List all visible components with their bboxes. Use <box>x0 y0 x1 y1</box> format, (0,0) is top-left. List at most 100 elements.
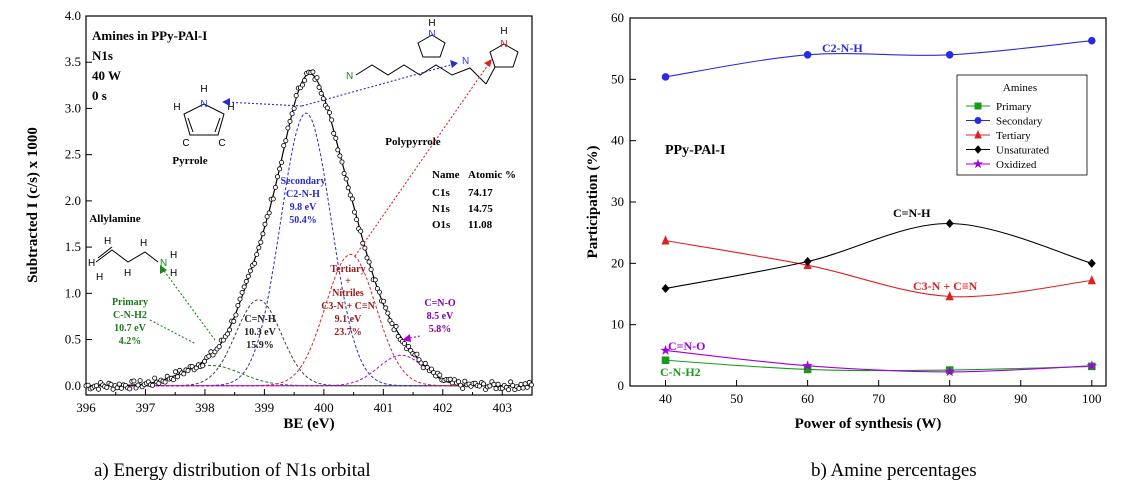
legend-label: Oxidized <box>996 159 1037 171</box>
data-point <box>358 228 364 234</box>
data-point <box>510 383 516 389</box>
data-point <box>241 284 247 290</box>
legend-items: Primary Secondary Tertiary Unsaturated Oxidi… <box>966 101 1050 171</box>
peak-label-line: C2-N-H <box>286 189 320 200</box>
data-point <box>487 383 493 389</box>
data-point <box>349 196 355 202</box>
legend-label: Unsaturated <box>996 145 1050 157</box>
molecule-labels: Pyrrole Polypyrrole Allylamine <box>89 136 440 225</box>
data-point <box>285 125 291 131</box>
atom-h: H <box>140 238 147 249</box>
peak-label-line: 10.3 eV <box>244 327 276 338</box>
data-point <box>364 255 370 261</box>
data-point <box>277 166 283 172</box>
data-point <box>324 105 330 111</box>
data-point <box>339 159 345 165</box>
data-point <box>406 343 412 349</box>
data-point <box>385 310 391 316</box>
data-point <box>170 377 176 383</box>
data-point <box>287 118 293 124</box>
data-point <box>351 209 357 215</box>
data-point <box>329 117 335 123</box>
data-point <box>476 383 482 389</box>
data-point <box>462 378 468 384</box>
data-point <box>172 369 178 375</box>
data-point <box>362 245 368 251</box>
data-point <box>516 385 522 391</box>
panel-b-plot-frame <box>629 17 1107 387</box>
data-point <box>314 75 320 81</box>
x-tick-label: 399 <box>255 400 275 415</box>
leader-primary-curve <box>149 319 197 345</box>
data-point <box>520 385 526 391</box>
panel-b-chart: 40 50 60 70 80 90 100 0 10 20 30 40 50 60 Power of sy… <box>585 10 1107 481</box>
data-point <box>262 221 268 227</box>
curve-label-secondary: C2-N-H <box>822 41 863 55</box>
data-point-oxidized <box>802 360 813 371</box>
atom-c: C <box>182 138 189 149</box>
x-tick-label: 50 <box>730 391 743 406</box>
y-tick-label: 2.5 <box>65 147 81 162</box>
atom-n: N <box>462 56 469 67</box>
data-point-unsaturated <box>803 256 812 267</box>
x-tick-label: 398 <box>195 400 215 415</box>
data-point <box>256 245 262 251</box>
data-point <box>235 302 241 308</box>
x-tick-label: 397 <box>136 400 156 415</box>
data-point-secondary <box>1087 36 1096 45</box>
panel-b-caption: b) Amine percentages <box>811 460 977 481</box>
atom-h: H <box>170 268 177 279</box>
atom-c: C <box>218 138 225 149</box>
data-point <box>85 382 91 388</box>
data-point <box>137 378 143 384</box>
data-point <box>335 147 341 153</box>
panel-b-axes: 40 50 60 70 80 90 100 0 10 20 30 40 50 60 <box>611 10 1102 406</box>
legend-marker <box>974 145 982 154</box>
data-point <box>293 93 299 99</box>
composition-row-label: O1s <box>432 219 451 231</box>
data-point <box>150 382 156 388</box>
data-point-oxidized <box>1086 360 1098 371</box>
series-line-tertiary <box>665 240 1092 298</box>
data-point <box>108 381 114 387</box>
curve-label-primary: C-N-H2 <box>660 365 701 379</box>
curve-label-unsaturated: C=N-H <box>893 206 931 220</box>
data-point <box>104 384 110 390</box>
x-tick-label: 70 <box>872 391 885 406</box>
y-tick-label: 10 <box>611 317 624 332</box>
legend: Amines Primary Secondary Tertiary Unsaturat… <box>956 74 1088 176</box>
arrowhead-secondary <box>222 98 230 106</box>
data-point <box>264 214 270 220</box>
atom-n: N <box>200 99 207 110</box>
peak-label-line: Primary <box>112 297 148 308</box>
data-point <box>508 379 514 385</box>
y-tick-label: 40 <box>611 133 624 148</box>
data-point <box>224 331 230 337</box>
data-point <box>372 277 378 283</box>
data-point <box>374 286 380 292</box>
atom-h: H <box>88 258 95 269</box>
composition-row-label: N1s <box>432 203 450 215</box>
leader-primary <box>161 267 216 341</box>
atom-n: N <box>160 258 167 269</box>
legend-title: Amines <box>1003 82 1037 94</box>
data-point <box>274 174 280 180</box>
x-tick-label: 100 <box>1082 391 1102 406</box>
data-point <box>206 353 212 359</box>
panel-a-info-block: Amines in PPy-PAl-I N1s 40 W 0 s <box>92 28 207 103</box>
composition-row-value: 74.17 <box>468 187 493 199</box>
data-point <box>326 110 332 116</box>
data-point <box>216 344 222 350</box>
data-point <box>127 386 133 392</box>
peak-label-secondary: Secondary C2-N-H 9.8 eV 50.4% <box>281 176 326 226</box>
data-point <box>505 387 511 393</box>
data-point <box>272 184 278 190</box>
atom-h: H <box>428 18 435 29</box>
leader-secondary <box>224 101 303 107</box>
data-point <box>93 383 99 389</box>
data-point-oxidized <box>660 344 671 355</box>
peak-label-line: 15.9% <box>246 340 274 351</box>
data-point <box>491 381 497 387</box>
arrowhead-polymer <box>450 60 458 68</box>
data-point <box>245 273 251 279</box>
